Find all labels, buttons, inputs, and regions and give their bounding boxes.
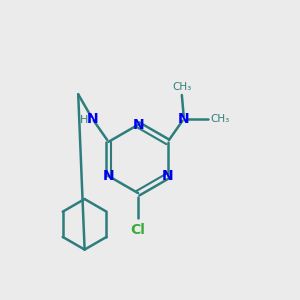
Text: H: H (80, 115, 88, 125)
Text: N: N (178, 112, 190, 126)
Text: CH₃: CH₃ (211, 114, 230, 124)
Text: N: N (86, 112, 98, 126)
Text: N: N (162, 169, 173, 183)
Text: Cl: Cl (131, 223, 146, 237)
Text: N: N (132, 118, 144, 132)
Text: N: N (103, 169, 114, 183)
Text: CH₃: CH₃ (172, 82, 191, 92)
